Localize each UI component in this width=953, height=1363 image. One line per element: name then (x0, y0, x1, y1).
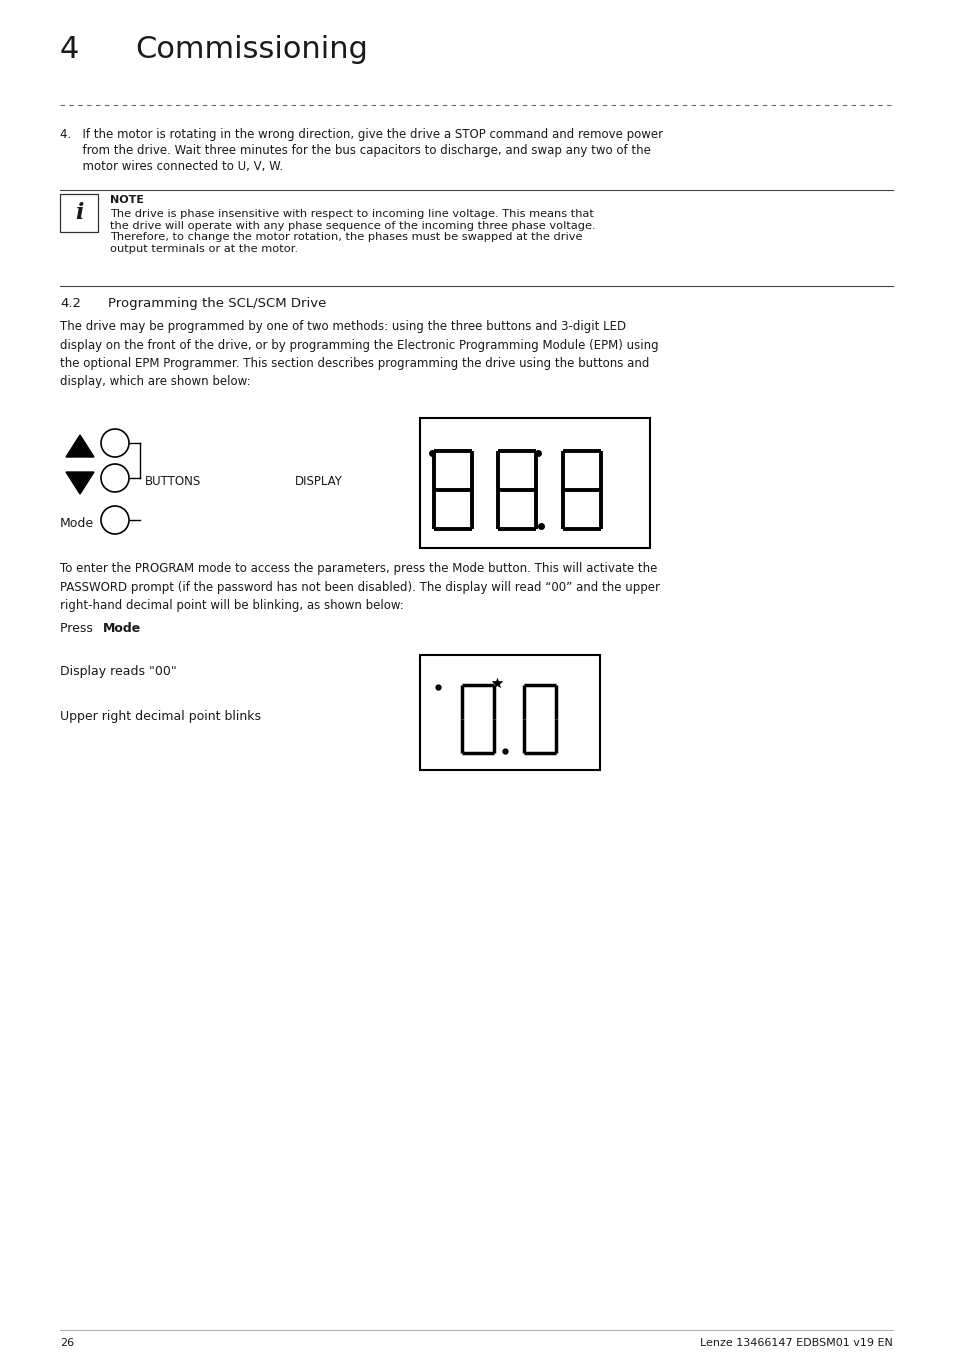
Text: Lenze 13466147 EDBSM01 v19 EN: Lenze 13466147 EDBSM01 v19 EN (700, 1338, 892, 1348)
Text: 4.   If the motor is rotating in the wrong direction, give the drive a STOP comm: 4. If the motor is rotating in the wrong… (60, 128, 662, 140)
Text: Commissioning: Commissioning (135, 35, 368, 64)
Text: 4: 4 (60, 35, 79, 64)
Text: Mode: Mode (103, 622, 141, 635)
Text: 4.2: 4.2 (60, 297, 81, 309)
Bar (419, 656, 599, 770)
Text: motor wires connected to U, V, W.: motor wires connected to U, V, W. (60, 159, 283, 173)
Text: DISPLAY: DISPLAY (294, 474, 342, 488)
Text: Upper right decimal point blinks: Upper right decimal point blinks (60, 710, 261, 722)
Polygon shape (66, 472, 94, 493)
Text: i: i (74, 202, 83, 224)
Bar (419, 418, 649, 548)
Text: from the drive. Wait three minutes for the bus capacitors to discharge, and swap: from the drive. Wait three minutes for t… (60, 144, 650, 157)
Text: NOTE: NOTE (110, 195, 144, 204)
Text: Press: Press (60, 622, 97, 635)
Text: Mode: Mode (60, 517, 94, 530)
Text: 26: 26 (60, 1338, 74, 1348)
Text: The drive may be programmed by one of two methods: using the three buttons and 3: The drive may be programmed by one of tw… (60, 320, 658, 388)
Text: Display reads "00": Display reads "00" (60, 665, 176, 677)
Text: The drive is phase insensitive with respect to incoming line voltage. This means: The drive is phase insensitive with resp… (110, 209, 595, 254)
Text: To enter the PROGRAM mode to access the parameters, press the Mode button. This : To enter the PROGRAM mode to access the … (60, 562, 659, 612)
Text: Programming the SCL/SCM Drive: Programming the SCL/SCM Drive (108, 297, 326, 309)
Polygon shape (66, 435, 94, 457)
Bar (60, 194, 98, 232)
Text: BUTTONS: BUTTONS (145, 474, 201, 488)
